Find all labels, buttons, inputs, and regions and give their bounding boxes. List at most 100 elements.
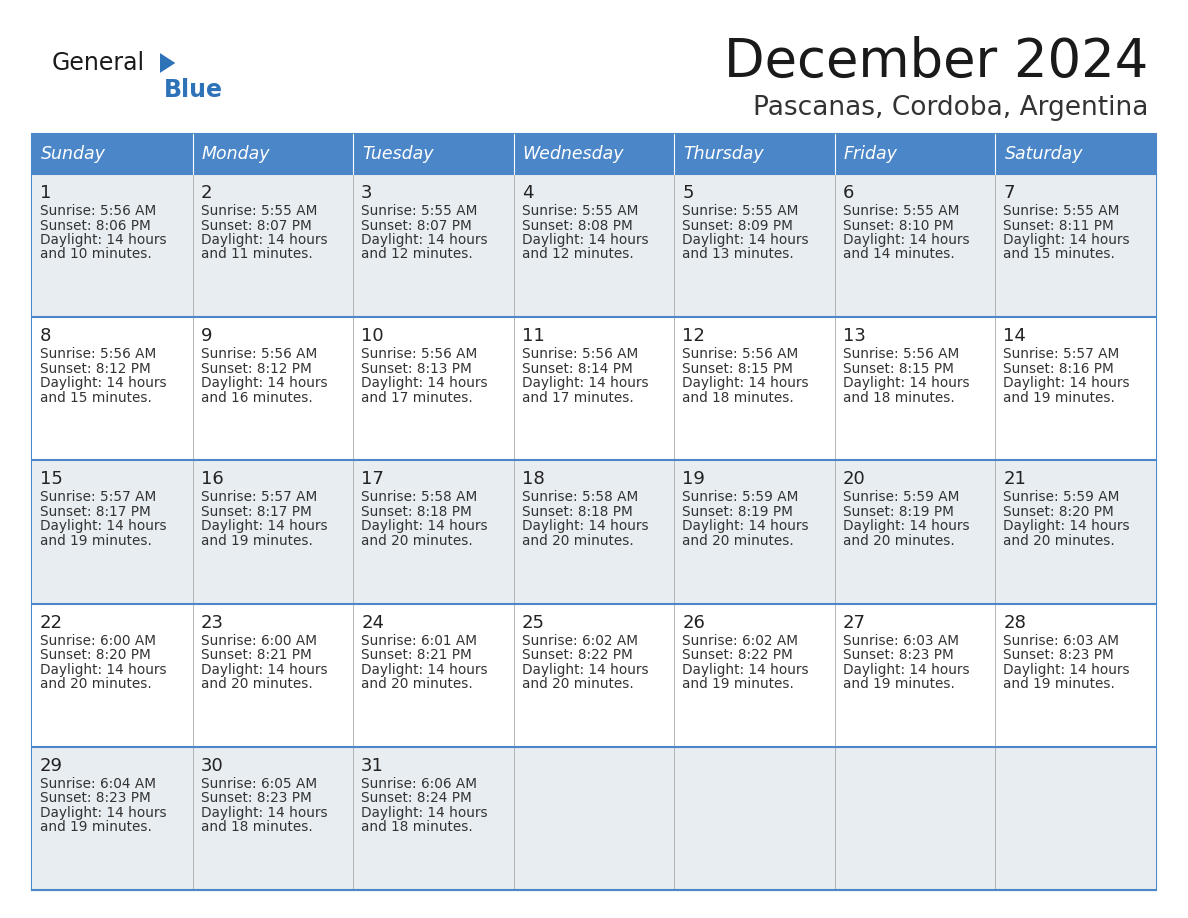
Text: Sunset: 8:21 PM: Sunset: 8:21 PM bbox=[361, 648, 472, 662]
Text: Sunset: 8:17 PM: Sunset: 8:17 PM bbox=[201, 505, 311, 519]
Bar bbox=[32, 747, 192, 890]
Text: and 17 minutes.: and 17 minutes. bbox=[361, 391, 473, 405]
Polygon shape bbox=[160, 53, 176, 73]
Bar bbox=[835, 461, 996, 604]
Text: Sunrise: 5:58 AM: Sunrise: 5:58 AM bbox=[361, 490, 478, 504]
Text: and 19 minutes.: and 19 minutes. bbox=[201, 534, 312, 548]
Text: Sunrise: 5:55 AM: Sunrise: 5:55 AM bbox=[842, 204, 959, 218]
Text: 6: 6 bbox=[842, 184, 854, 202]
Text: 18: 18 bbox=[522, 470, 544, 488]
Bar bbox=[675, 747, 835, 890]
Text: Daylight: 14 hours: Daylight: 14 hours bbox=[201, 663, 327, 677]
Bar bbox=[996, 174, 1156, 318]
Bar bbox=[996, 134, 1156, 174]
Text: Daylight: 14 hours: Daylight: 14 hours bbox=[201, 376, 327, 390]
Text: Daylight: 14 hours: Daylight: 14 hours bbox=[682, 520, 809, 533]
Text: Sunrise: 6:03 AM: Sunrise: 6:03 AM bbox=[842, 633, 959, 647]
Bar bbox=[32, 318, 192, 461]
Text: Daylight: 14 hours: Daylight: 14 hours bbox=[1004, 663, 1130, 677]
Text: Sunrise: 5:55 AM: Sunrise: 5:55 AM bbox=[682, 204, 798, 218]
Text: Sunrise: 6:05 AM: Sunrise: 6:05 AM bbox=[201, 777, 317, 790]
Text: Daylight: 14 hours: Daylight: 14 hours bbox=[842, 663, 969, 677]
Bar bbox=[353, 134, 513, 174]
Text: and 15 minutes.: and 15 minutes. bbox=[1004, 248, 1116, 262]
Text: 4: 4 bbox=[522, 184, 533, 202]
Bar bbox=[32, 134, 1156, 890]
Text: Sunrise: 6:01 AM: Sunrise: 6:01 AM bbox=[361, 633, 478, 647]
Text: Sunset: 8:17 PM: Sunset: 8:17 PM bbox=[40, 505, 151, 519]
Text: Sunrise: 5:56 AM: Sunrise: 5:56 AM bbox=[40, 347, 157, 361]
Text: Sunset: 8:18 PM: Sunset: 8:18 PM bbox=[522, 505, 632, 519]
Bar bbox=[353, 747, 513, 890]
Text: Daylight: 14 hours: Daylight: 14 hours bbox=[361, 520, 488, 533]
Text: Daylight: 14 hours: Daylight: 14 hours bbox=[361, 376, 488, 390]
Text: Sunset: 8:10 PM: Sunset: 8:10 PM bbox=[842, 218, 954, 232]
Text: Sunset: 8:12 PM: Sunset: 8:12 PM bbox=[201, 362, 311, 375]
Text: Daylight: 14 hours: Daylight: 14 hours bbox=[522, 663, 649, 677]
Text: Sunset: 8:18 PM: Sunset: 8:18 PM bbox=[361, 505, 472, 519]
Text: Sunset: 8:23 PM: Sunset: 8:23 PM bbox=[842, 648, 954, 662]
Text: Sunset: 8:23 PM: Sunset: 8:23 PM bbox=[1004, 648, 1114, 662]
Text: Sunset: 8:22 PM: Sunset: 8:22 PM bbox=[522, 648, 632, 662]
Text: Sunset: 8:07 PM: Sunset: 8:07 PM bbox=[361, 218, 472, 232]
Text: 20: 20 bbox=[842, 470, 866, 488]
Text: Sunrise: 6:06 AM: Sunrise: 6:06 AM bbox=[361, 777, 478, 790]
Text: Sunset: 8:21 PM: Sunset: 8:21 PM bbox=[201, 648, 311, 662]
Text: Sunrise: 5:56 AM: Sunrise: 5:56 AM bbox=[361, 347, 478, 361]
Text: Sunset: 8:22 PM: Sunset: 8:22 PM bbox=[682, 648, 794, 662]
Text: Daylight: 14 hours: Daylight: 14 hours bbox=[201, 233, 327, 247]
Bar bbox=[675, 174, 835, 318]
Text: Daylight: 14 hours: Daylight: 14 hours bbox=[842, 520, 969, 533]
Text: and 19 minutes.: and 19 minutes. bbox=[682, 677, 794, 691]
Text: Daylight: 14 hours: Daylight: 14 hours bbox=[1004, 520, 1130, 533]
Bar bbox=[835, 747, 996, 890]
Text: 15: 15 bbox=[40, 470, 63, 488]
Text: 16: 16 bbox=[201, 470, 223, 488]
Bar bbox=[192, 134, 353, 174]
Bar bbox=[353, 604, 513, 747]
Text: Sunset: 8:19 PM: Sunset: 8:19 PM bbox=[842, 505, 954, 519]
Text: 14: 14 bbox=[1004, 327, 1026, 345]
Text: December 2024: December 2024 bbox=[723, 36, 1148, 88]
Text: Daylight: 14 hours: Daylight: 14 hours bbox=[842, 376, 969, 390]
Text: Sunrise: 5:55 AM: Sunrise: 5:55 AM bbox=[201, 204, 317, 218]
Text: Pascanas, Cordoba, Argentina: Pascanas, Cordoba, Argentina bbox=[753, 95, 1148, 121]
Text: Sunset: 8:20 PM: Sunset: 8:20 PM bbox=[1004, 505, 1114, 519]
Text: 26: 26 bbox=[682, 613, 706, 632]
Text: and 20 minutes.: and 20 minutes. bbox=[522, 677, 633, 691]
Text: and 20 minutes.: and 20 minutes. bbox=[682, 534, 794, 548]
Text: Daylight: 14 hours: Daylight: 14 hours bbox=[682, 233, 809, 247]
Text: Sunrise: 5:57 AM: Sunrise: 5:57 AM bbox=[40, 490, 157, 504]
Text: and 13 minutes.: and 13 minutes. bbox=[682, 248, 794, 262]
Text: Sunrise: 5:57 AM: Sunrise: 5:57 AM bbox=[1004, 347, 1119, 361]
Text: 5: 5 bbox=[682, 184, 694, 202]
Text: and 18 minutes.: and 18 minutes. bbox=[361, 821, 473, 834]
Text: Sunrise: 5:56 AM: Sunrise: 5:56 AM bbox=[682, 347, 798, 361]
Text: Sunset: 8:11 PM: Sunset: 8:11 PM bbox=[1004, 218, 1114, 232]
Bar bbox=[996, 318, 1156, 461]
Bar bbox=[192, 174, 353, 318]
Text: and 15 minutes.: and 15 minutes. bbox=[40, 391, 152, 405]
Text: Sunrise: 6:03 AM: Sunrise: 6:03 AM bbox=[1004, 633, 1119, 647]
Bar bbox=[513, 174, 675, 318]
Text: Daylight: 14 hours: Daylight: 14 hours bbox=[201, 520, 327, 533]
Bar bbox=[513, 134, 675, 174]
Text: Daylight: 14 hours: Daylight: 14 hours bbox=[40, 663, 166, 677]
Bar bbox=[353, 318, 513, 461]
Bar bbox=[192, 604, 353, 747]
Text: Sunrise: 5:55 AM: Sunrise: 5:55 AM bbox=[1004, 204, 1120, 218]
Text: and 10 minutes.: and 10 minutes. bbox=[40, 248, 152, 262]
Text: Sunrise: 5:58 AM: Sunrise: 5:58 AM bbox=[522, 490, 638, 504]
Text: 3: 3 bbox=[361, 184, 373, 202]
Text: Sunrise: 6:00 AM: Sunrise: 6:00 AM bbox=[40, 633, 156, 647]
Text: Daylight: 14 hours: Daylight: 14 hours bbox=[361, 233, 488, 247]
Text: Daylight: 14 hours: Daylight: 14 hours bbox=[682, 376, 809, 390]
Bar bbox=[513, 318, 675, 461]
Text: and 17 minutes.: and 17 minutes. bbox=[522, 391, 633, 405]
Text: and 20 minutes.: and 20 minutes. bbox=[1004, 534, 1116, 548]
Text: and 12 minutes.: and 12 minutes. bbox=[522, 248, 633, 262]
Text: Sunrise: 6:04 AM: Sunrise: 6:04 AM bbox=[40, 777, 156, 790]
Text: and 20 minutes.: and 20 minutes. bbox=[361, 534, 473, 548]
Text: 10: 10 bbox=[361, 327, 384, 345]
Bar bbox=[513, 747, 675, 890]
